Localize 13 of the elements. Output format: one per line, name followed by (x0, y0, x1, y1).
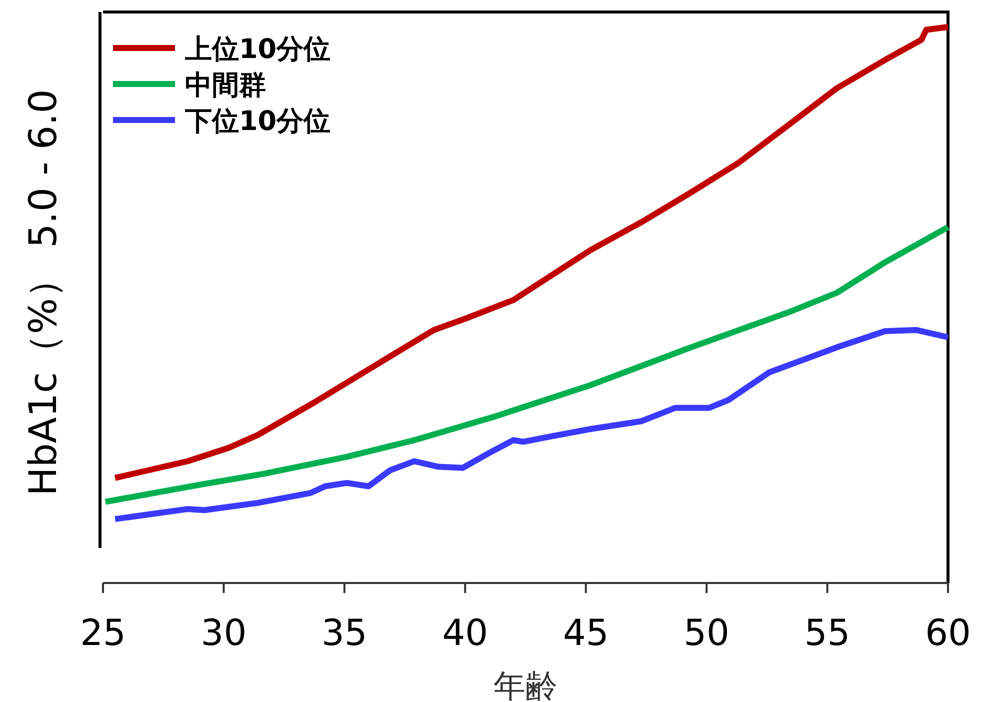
x-tick-label: 35 (322, 613, 368, 654)
x-tick-label: 55 (804, 613, 850, 654)
x-tick-label: 25 (80, 613, 126, 654)
legend-label: 上位10分位 (184, 34, 331, 65)
x-tick-label: 30 (200, 613, 247, 654)
legend-label: 下位10分位 (184, 106, 331, 137)
x-tick-label: 60 (925, 613, 971, 654)
x-axis-title: 年齢 (494, 667, 558, 702)
x-tick-label: 50 (684, 613, 730, 654)
legend-label: 中間群 (185, 70, 266, 101)
x-tick-label: 40 (442, 613, 488, 654)
y-axis-title: HbA1c（%） 5.0 - 6.0 (21, 89, 65, 496)
x-tick-label: 45 (562, 613, 609, 654)
